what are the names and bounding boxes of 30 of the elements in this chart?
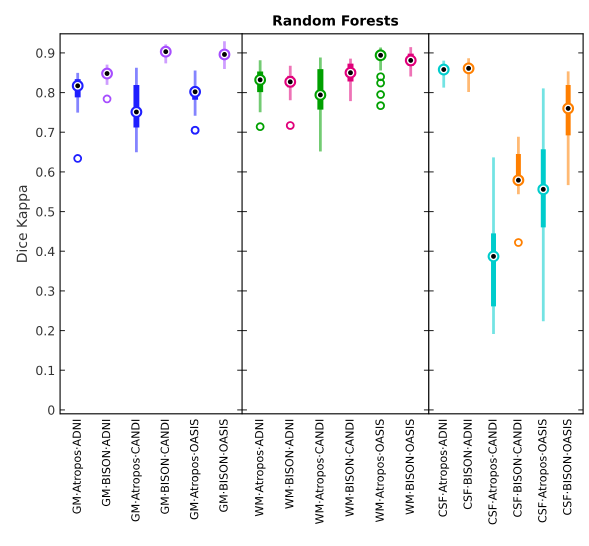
x-tick-label: CSF·Atropos·CANDI [488, 420, 499, 524]
y-tick-label: 0.2 [36, 326, 54, 336]
x-tick-label: WM·Atropos·CANDI [315, 420, 326, 524]
x-tick-label: GM·BISON·ADNI [102, 420, 110, 506]
y-tick-label: 0.5 [36, 207, 54, 216]
y-tick-label: 0 [48, 405, 54, 415]
y-tick-label: 0.9 [36, 48, 54, 58]
y-tick-label: 0.3 [36, 286, 54, 296]
x-tick-label: GM·Atropos·CANDI [131, 420, 142, 522]
x-tick-label: WM·Atropos·ADNI [255, 420, 266, 516]
y-tick-label: 0.7 [36, 128, 54, 138]
x-tick-label: GM·BISON·CANDI [160, 420, 169, 514]
y-axis-title: Dice Kappa [16, 186, 30, 262]
x-tick-label: CSF·Atropos·OASIS [538, 419, 549, 522]
x-tick-label: WM·BISON·CANDI [345, 420, 354, 517]
x-tick-label: CSF·BISON·ADNI [463, 420, 472, 510]
x-tick-label: WM·BISON·OASIS [406, 419, 414, 515]
chart-title: Random Forests [273, 14, 398, 26]
x-tick-label: WM·BISON·ADNI [285, 420, 294, 509]
x-tick-label: GM·BISON·OASIS [219, 419, 228, 512]
x-tick-label: CSF·BISON·CANDI [513, 420, 522, 517]
y-tick-label: 0.8 [36, 88, 54, 98]
x-tick-label: CSF·Atropos·ADNI [438, 420, 450, 517]
x-tick-label: GM·Atropos·ADNI [72, 420, 84, 514]
x-tick-label: CSF·BISON·OASIS [562, 419, 572, 515]
y-tick-label: 0.6 [36, 167, 54, 177]
y-tick-label: 0.1 [36, 366, 54, 376]
y-tick-label: 0.4 [36, 246, 55, 256]
x-tick-label: GM·Atropos·OASIS [190, 419, 200, 520]
x-tick-label: WM·Atropos·OASIS [375, 419, 386, 522]
